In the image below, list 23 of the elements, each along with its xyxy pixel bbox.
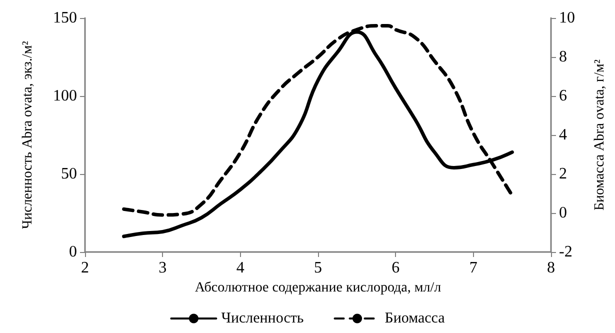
x-tick-label: 7 bbox=[469, 260, 478, 276]
x-axis-title: Абсолютное содержание кислорода, мл/л bbox=[194, 280, 442, 296]
y2-tick-label: 8 bbox=[559, 48, 567, 66]
y2-tick-label: 0 bbox=[559, 204, 567, 222]
x-tick-label: 5 bbox=[314, 260, 322, 276]
y-axis-title: Численность Abra ovata, экз./м² bbox=[20, 41, 36, 229]
x-tick-label: 6 bbox=[392, 260, 400, 276]
y2-tick-label: 4 bbox=[559, 126, 567, 144]
y2-tick-label: 2 bbox=[559, 166, 567, 182]
y2-tick-label: 10 bbox=[559, 10, 575, 26]
x-tick-label: 2 bbox=[81, 260, 89, 276]
x-tick-label: 3 bbox=[158, 260, 167, 276]
x-tick-label: 8 bbox=[547, 260, 555, 276]
legend-label: Численность bbox=[221, 310, 304, 326]
y-tick-label: 100 bbox=[53, 88, 77, 104]
x-tick-label: 4 bbox=[236, 260, 244, 276]
legend-label: Биомасса bbox=[384, 310, 446, 326]
y2-tick-label: 6 bbox=[559, 88, 567, 104]
y-tick-label: 150 bbox=[53, 10, 77, 26]
y-tick-label: 50 bbox=[61, 166, 77, 182]
y-tick-label: 0 bbox=[69, 244, 77, 260]
y2-axis-title: Биомасса Abra ovata, г/м² bbox=[592, 59, 608, 211]
y2-tick-label: -2 bbox=[559, 244, 572, 260]
